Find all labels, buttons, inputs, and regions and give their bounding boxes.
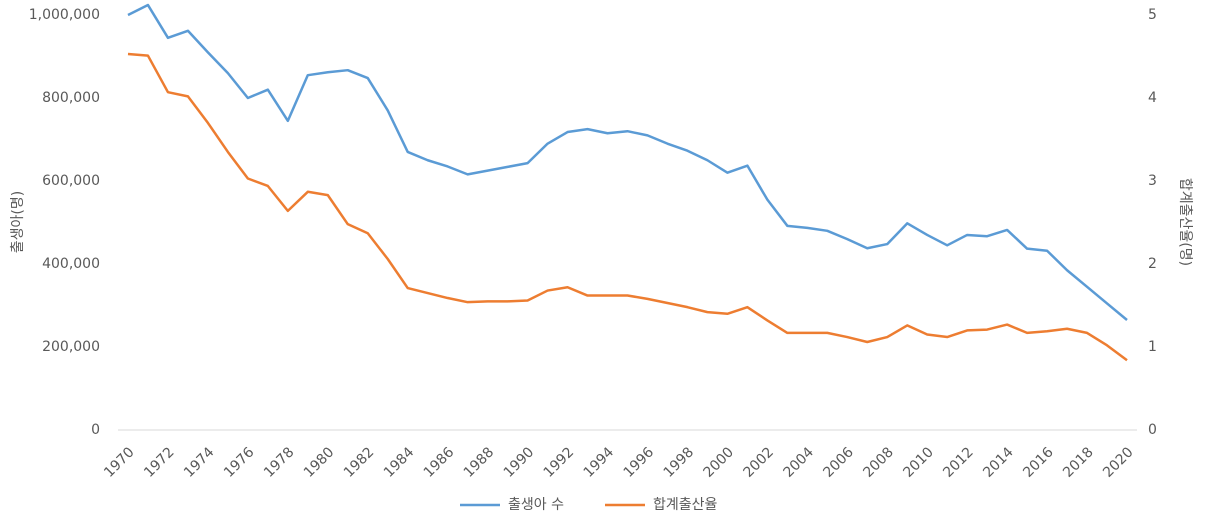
y2-tick-label: 3 [1148, 173, 1157, 189]
x-tick-label: 2014 [980, 444, 1017, 481]
x-tick-label: 1980 [301, 444, 338, 481]
x-tick-label: 2002 [741, 444, 778, 481]
y-tick-label: 0 [91, 422, 100, 438]
y-axis-title: 출생아(명) [10, 191, 26, 253]
x-tick-label: 1974 [181, 444, 218, 481]
y2-tick-label: 2 [1148, 256, 1157, 272]
x-tick-label: 2010 [900, 444, 937, 481]
y2-tick-label: 0 [1148, 422, 1157, 438]
x-tick-label: 2016 [1020, 444, 1057, 481]
y-tick-label: 400,000 [42, 256, 100, 272]
legend-label: 출생아 수 [508, 497, 564, 513]
x-tick-label: 1982 [341, 444, 378, 481]
x-tick-label: 1984 [381, 444, 418, 481]
y2-tick-label: 4 [1148, 90, 1157, 106]
y-tick-label: 600,000 [42, 173, 100, 189]
series-line [127, 52, 1128, 362]
y-tick-label: 1,000,000 [29, 7, 100, 23]
y2-axis-title: 합계출산율(명) [1177, 178, 1193, 266]
x-tick-label: 1990 [501, 444, 538, 481]
legend-label: 합계출산율 [653, 497, 718, 513]
y-tick-label: 800,000 [42, 90, 100, 106]
x-tick-label: 2020 [1100, 444, 1137, 481]
x-tick-label: 2008 [860, 444, 897, 481]
x-tick-label: 1976 [221, 444, 258, 481]
x-tick-label: 1994 [581, 444, 618, 481]
series-line [127, 3, 1128, 321]
y2-tick-label: 5 [1148, 7, 1157, 23]
x-tick-label: 1998 [661, 444, 698, 481]
x-tick-label: 1986 [421, 444, 458, 481]
x-tick-label: 1988 [461, 444, 498, 481]
x-tick-label: 2018 [1060, 444, 1097, 481]
x-tick-label: 1970 [101, 444, 138, 481]
x-tick-label: 2000 [701, 444, 738, 481]
x-tick-label: 1972 [141, 444, 178, 481]
x-tick-label: 1992 [541, 444, 578, 481]
x-tick-label: 2004 [780, 444, 817, 481]
x-tick-label: 1978 [261, 444, 298, 481]
x-tick-label: 2012 [940, 444, 977, 481]
y-tick-label: 200,000 [42, 339, 100, 355]
x-tick-label: 2006 [820, 444, 857, 481]
x-tick-label: 1996 [621, 444, 658, 481]
y2-tick-label: 1 [1148, 339, 1157, 355]
